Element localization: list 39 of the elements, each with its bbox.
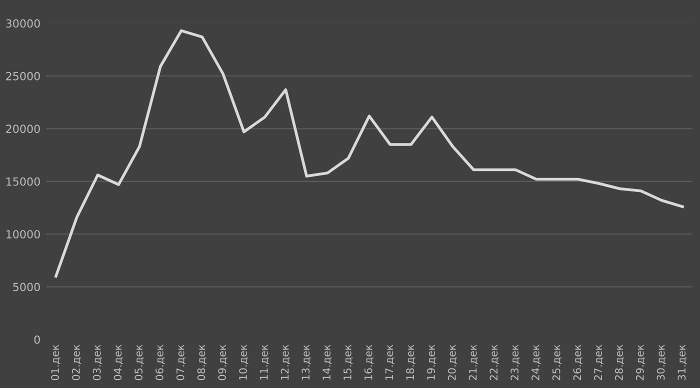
x-tick-label: 06.дек xyxy=(156,344,165,380)
x-tick-label: 20.дек xyxy=(448,344,458,380)
y-tick-label: 20000 xyxy=(6,124,40,134)
x-tick-label: 05.дек xyxy=(134,344,144,380)
x-tick-label: 24.дек xyxy=(531,344,541,380)
y-tick-label: 10000 xyxy=(6,230,40,238)
x-tick-label: 31.дек xyxy=(678,344,687,380)
x-tick-label: 02.дек xyxy=(72,344,82,380)
x-tick-label: 16.дек xyxy=(364,344,374,380)
x-tick-label: 21.дек xyxy=(468,344,478,380)
x-tick-label: 23.дек xyxy=(510,344,520,380)
x-tick-label: 25.дек xyxy=(552,344,562,380)
x-tick-label: 03.дек xyxy=(92,344,102,380)
x-tick-label: 01.дек xyxy=(51,344,60,380)
x-tick-label: 17.дек xyxy=(385,344,394,380)
x-tick-label: 27.дек xyxy=(594,344,604,380)
x-tick-label: 26.дек xyxy=(573,344,582,380)
x-tick-label: 11.дек xyxy=(260,344,270,380)
x-tick-label: 15.дек xyxy=(344,344,353,380)
x-tick-label: 04.дек xyxy=(114,344,123,380)
y-tick-label: 15000 xyxy=(6,177,40,186)
x-tick-label: 18.дек xyxy=(406,344,416,380)
x-tick-label: 08.дек xyxy=(197,344,206,380)
x-tick-label: 22.дек xyxy=(490,344,499,380)
x-tick-label: 29.дек xyxy=(636,344,646,380)
y-tick-label: 25000 xyxy=(6,72,40,80)
x-tick-label: 19.дек xyxy=(427,344,436,380)
x-tick-label: 12.дек xyxy=(280,344,290,380)
x-tick-label: 09.дек xyxy=(218,344,228,380)
y-tick-label: 30000 xyxy=(6,19,40,28)
x-tick-label: 07.дек xyxy=(176,344,186,380)
x-tick-label: 10.дек xyxy=(239,344,248,380)
y-tick-label: 5000 xyxy=(13,282,40,292)
line-series xyxy=(54,29,684,278)
x-tick-label: 30.дек xyxy=(656,344,666,380)
y-tick-label: 0 xyxy=(34,335,40,344)
x-tick-label: 13.дек xyxy=(302,344,311,380)
x-tick-label: 28.дек xyxy=(615,344,624,380)
x-tick-label: 14.дек xyxy=(322,344,332,380)
